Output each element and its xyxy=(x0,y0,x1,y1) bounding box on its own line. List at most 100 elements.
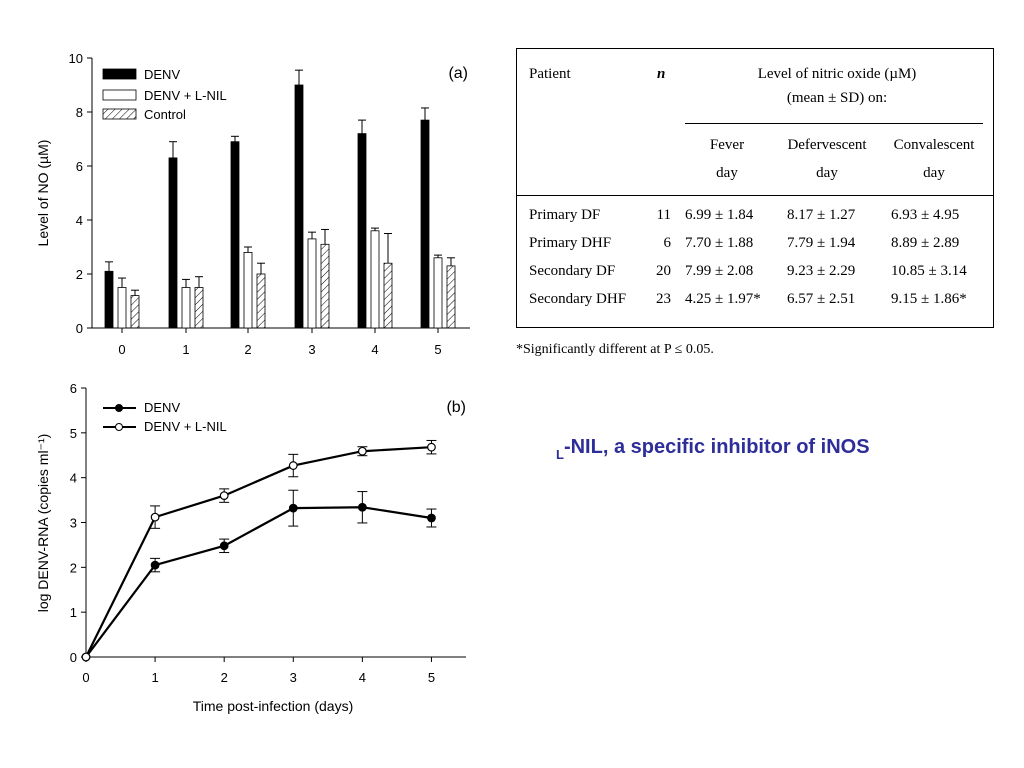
data-point-filled xyxy=(219,541,229,551)
data-point-open xyxy=(81,652,91,662)
data-point-filled xyxy=(150,560,160,570)
y-tick-label-b: 1 xyxy=(70,605,77,620)
data-point-open xyxy=(219,491,229,500)
x-tick-label-a: 0 xyxy=(118,342,125,357)
bar-open xyxy=(307,238,317,329)
y-tick-label-a: 2 xyxy=(76,267,83,282)
y-tick-label-a: 0 xyxy=(76,321,83,336)
x-tick-label-b: 1 xyxy=(151,670,158,685)
table-cell-convalescent: 6.93 ± 4.95 xyxy=(891,207,960,223)
y-axis-label-a: Level of NO (µM) xyxy=(35,140,51,247)
bar-open xyxy=(181,287,191,329)
data-point-filled xyxy=(357,502,367,512)
header-divider xyxy=(685,123,983,124)
bar-hatched xyxy=(320,243,330,329)
header-n: n xyxy=(657,66,666,82)
panel-label-b: (b) xyxy=(446,399,466,416)
table-cell-fever: 7.99 ± 2.08 xyxy=(685,263,754,279)
table-rule xyxy=(517,195,993,196)
y-tick-label-b: 2 xyxy=(70,560,77,575)
legend-label-control: Control xyxy=(144,107,186,122)
data-point-open xyxy=(150,512,160,522)
table-cell-defervescent: 9.23 ± 2.29 xyxy=(787,263,856,279)
panel-label-a: (a) xyxy=(448,65,468,82)
header-fever-day: day xyxy=(716,165,738,181)
table-cell-defervescent: 8.17 ± 1.27 xyxy=(787,207,856,223)
header-defervescent-day: day xyxy=(816,165,838,181)
table-cell-fever: 7.70 ± 1.88 xyxy=(685,235,754,251)
legend-marker-denv xyxy=(115,404,123,412)
bar-solid xyxy=(420,119,430,329)
x-tick-label-a: 4 xyxy=(371,342,378,357)
y-tick-label-b: 5 xyxy=(70,426,77,441)
legend-a: DENV DENV + L-NIL Control xyxy=(102,67,227,122)
bar-hatched xyxy=(130,295,140,329)
bar-solid xyxy=(357,133,367,329)
table-cell-fever: 4.25 ± 1.97* xyxy=(685,291,761,307)
x-tick-label-b: 3 xyxy=(290,670,297,685)
bar-solid xyxy=(294,84,304,329)
x-axis-label-b: Time post-infection (days) xyxy=(193,698,354,714)
table-cell-defervescent: 7.79 ± 1.94 xyxy=(787,235,856,251)
data-point-open xyxy=(357,446,367,456)
table-cell-patient: Primary DHF xyxy=(529,235,612,251)
header-fever: Fever xyxy=(709,137,745,153)
legend-label-denv-lnil: DENV + L-NIL xyxy=(144,88,227,103)
header-patient: Patient xyxy=(529,66,571,82)
table-cell-n: 11 xyxy=(656,207,671,223)
table-cell-patient: Primary DF xyxy=(529,207,601,223)
y-tick-label-a: 10 xyxy=(69,51,83,66)
y-tick-label-b: 4 xyxy=(70,471,77,486)
bar-open xyxy=(433,257,443,329)
bar-solid xyxy=(104,270,114,329)
table-cell-n: 20 xyxy=(656,263,671,279)
caption-prefix: L xyxy=(556,447,564,462)
x-tick-label-a: 1 xyxy=(182,342,189,357)
legend-label-denv-b: DENV xyxy=(144,400,180,415)
bar-solid xyxy=(168,157,178,329)
y-tick-label-a: 4 xyxy=(76,213,83,228)
y-tick-label-b: 6 xyxy=(70,381,77,396)
table-cell-n: 6 xyxy=(663,235,672,251)
bar-hatched xyxy=(256,273,266,329)
header-mean-sd: (mean ± SD) on: xyxy=(786,90,888,106)
denv-rna-line-chart: 0 1 2 3 4 5 6 0 1 2 3 4 5 log DENV-RNA (copies ml⁻¹… xyxy=(35,381,466,714)
x-tick-label-b: 0 xyxy=(82,670,89,685)
bar-hatched xyxy=(194,287,204,329)
x-tick-label-b: 2 xyxy=(221,670,228,685)
table-cell-defervescent: 6.57 ± 2.51 xyxy=(787,291,856,307)
legend-swatch-denv xyxy=(102,68,137,80)
caption-text: -NIL, a specific inhibitor of iNOS xyxy=(563,436,870,458)
series-line-filled xyxy=(85,506,432,658)
data-point-open xyxy=(288,461,298,470)
data-point-filled xyxy=(427,513,436,523)
bar-open xyxy=(370,230,380,329)
y-tick-label-a: 6 xyxy=(76,159,83,174)
x-tick-label-a: 3 xyxy=(308,342,315,357)
table-cell-convalescent: 9.15 ± 1.86* xyxy=(891,291,967,307)
slide-caption: L-NIL, a specific inhibitor of iNOS xyxy=(556,436,870,462)
y-tick-label-a: 8 xyxy=(76,105,83,120)
legend-marker-denv-lnil xyxy=(115,423,123,431)
y-axis-label-b: log DENV-RNA (copies ml⁻¹) xyxy=(35,434,51,613)
legend-swatch-control xyxy=(102,108,137,120)
bar-solid xyxy=(230,141,240,329)
x-tick-label-b: 5 xyxy=(428,670,435,685)
x-tick-label-b: 4 xyxy=(359,670,366,685)
table-cell-convalescent: 8.89 ± 2.89 xyxy=(891,235,960,251)
bar-hatched xyxy=(446,265,456,329)
bar-hatched xyxy=(383,262,393,329)
legend-label-denv: DENV xyxy=(144,67,180,82)
x-tick-label-a: 5 xyxy=(434,342,441,357)
bar-open xyxy=(117,287,127,329)
header-level: Level of nitric oxide (µM) xyxy=(757,66,917,82)
data-point-open xyxy=(427,442,436,452)
bar-open xyxy=(243,251,253,329)
header-convalescent: Convalescent xyxy=(893,137,975,153)
x-tick-label-a: 2 xyxy=(244,342,251,357)
y-tick-label-b: 3 xyxy=(70,516,77,531)
table-cell-patient: Secondary DF xyxy=(529,263,616,279)
nitric-oxide-bar-chart: 0 2 4 6 8 10 0 1 2 3 4 5 Level of NO (µM) (a) DENV… xyxy=(35,51,470,357)
table-cell-patient: Secondary DHF xyxy=(529,291,627,307)
table-cell-n: 23 xyxy=(656,291,671,307)
